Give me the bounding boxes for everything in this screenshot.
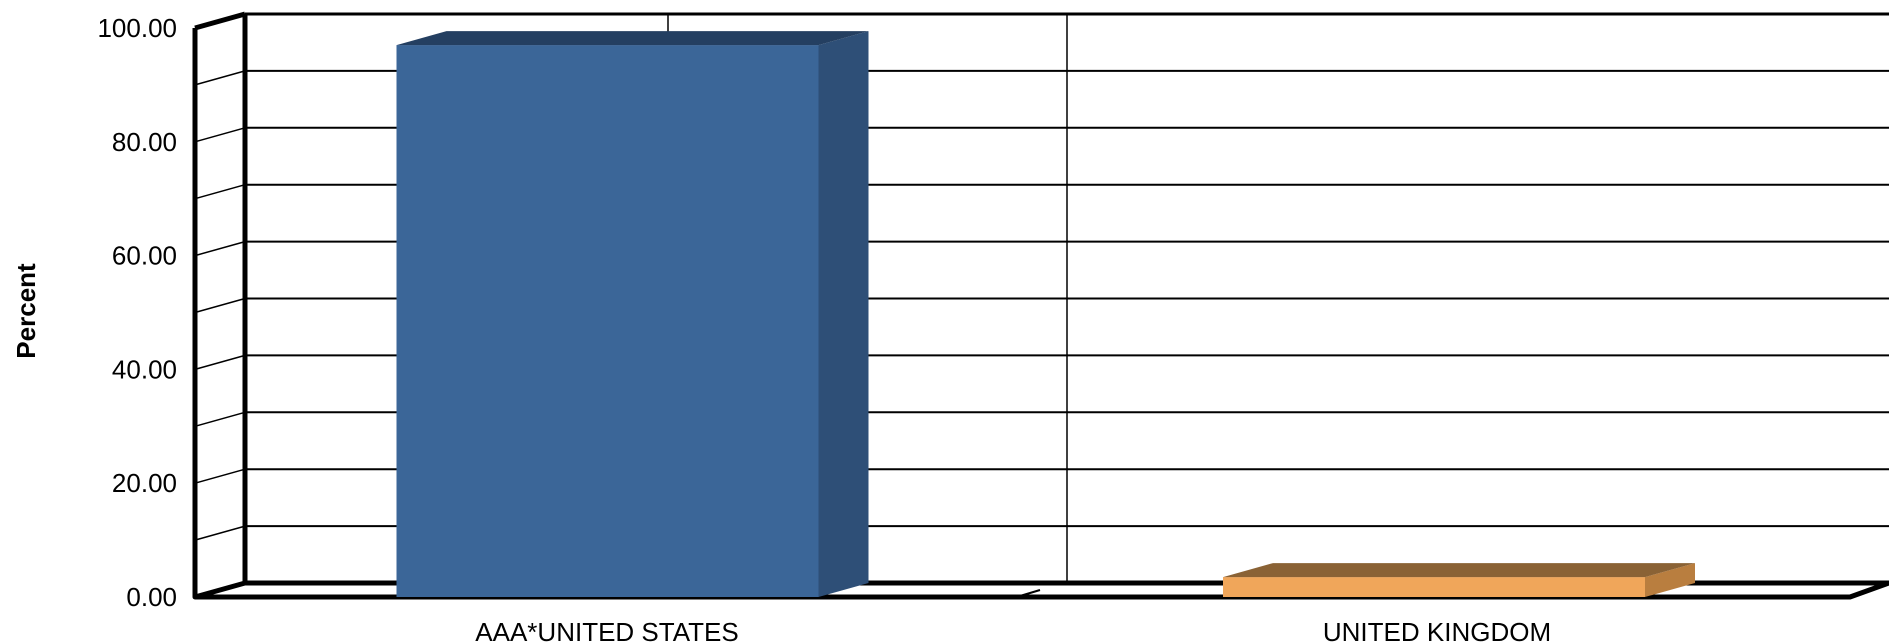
y-tick-label: 60.00 bbox=[112, 241, 177, 271]
side-wall-line bbox=[194, 127, 246, 143]
side-wall-line bbox=[194, 468, 246, 484]
y-tick-label: 100.00 bbox=[97, 13, 177, 43]
bar-front-face bbox=[1223, 577, 1645, 597]
bar-side-face bbox=[1645, 563, 1695, 597]
bar-front-face bbox=[396, 45, 819, 597]
y-tick-label: 40.00 bbox=[112, 354, 177, 384]
side-wall-top bbox=[194, 11, 246, 31]
y-axis-title: Percent bbox=[11, 263, 41, 359]
side-wall-line bbox=[194, 240, 246, 257]
x-category-label: AAA*UNITED STATES bbox=[475, 617, 738, 644]
y-tick-labels: 0.00 20.00 40.00 60.00 80.00 100.00 bbox=[97, 13, 177, 612]
y-tick-label: 0.00 bbox=[126, 582, 177, 612]
bar-side-face bbox=[818, 31, 869, 597]
side-wall-line bbox=[194, 411, 246, 428]
floor-tick bbox=[1019, 589, 1041, 597]
side-wall-line bbox=[194, 525, 246, 541]
x-category-label: UNITED KINGDOM bbox=[1323, 617, 1551, 644]
y-tick-label: 20.00 bbox=[112, 468, 177, 498]
x-category-labels: AAA*UNITED STATES UNITED KINGDOM bbox=[475, 617, 1551, 644]
bar bbox=[396, 31, 869, 597]
side-wall-line bbox=[194, 70, 246, 86]
bar-top-face bbox=[1223, 563, 1695, 578]
y-tick-label: 80.00 bbox=[112, 127, 177, 157]
bars bbox=[396, 31, 1695, 597]
side-wall-line bbox=[194, 354, 246, 371]
bar bbox=[1223, 563, 1695, 597]
side-wall-line bbox=[194, 297, 246, 314]
side-wall-line bbox=[194, 183, 246, 200]
bar-top-face bbox=[396, 31, 869, 46]
